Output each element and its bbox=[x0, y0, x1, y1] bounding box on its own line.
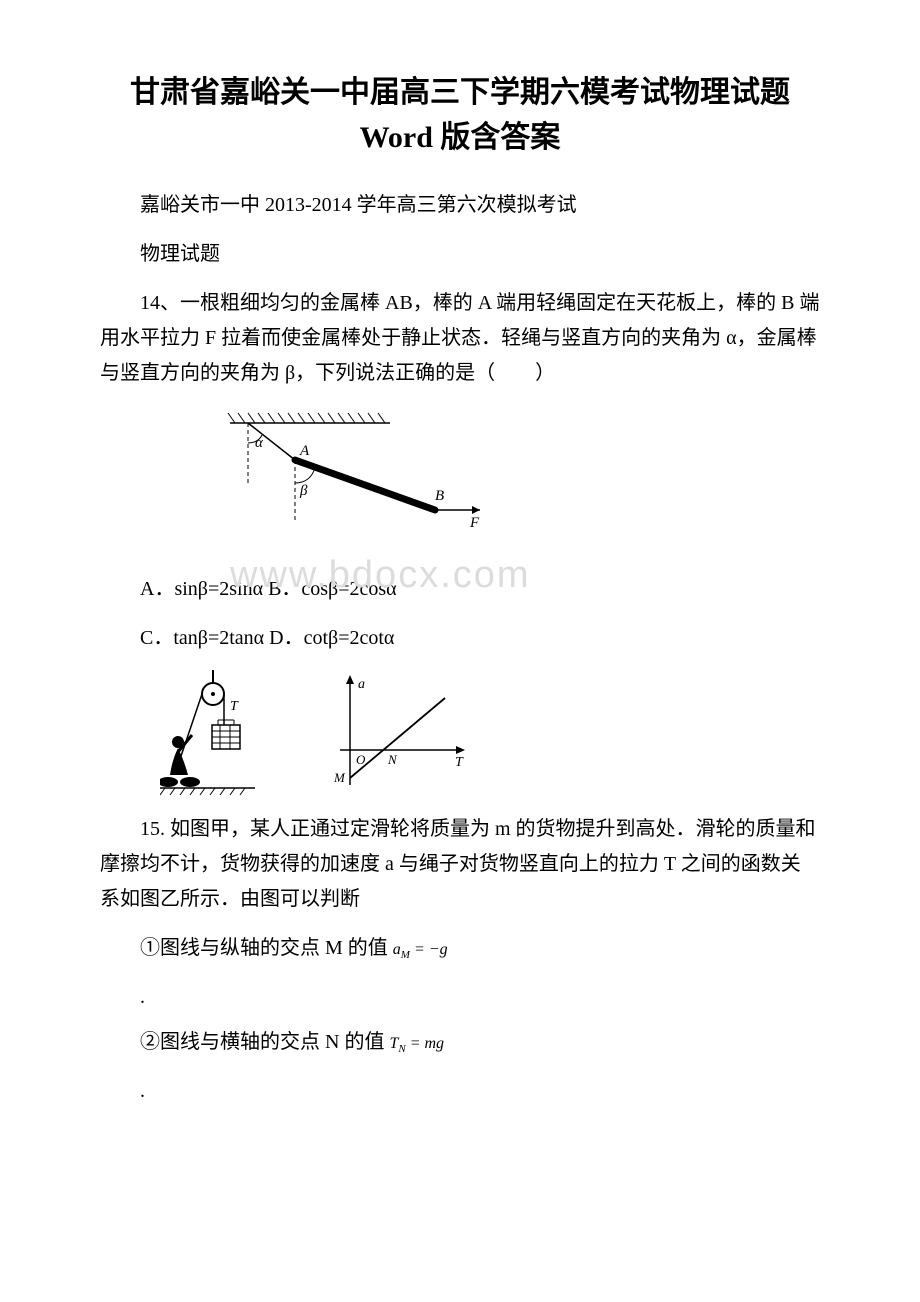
point-a-label: A bbox=[299, 443, 310, 459]
force-f-label: F bbox=[469, 515, 480, 531]
t-axis-label: T bbox=[455, 755, 464, 770]
o-label: O bbox=[356, 752, 366, 767]
a-axis-label: a bbox=[358, 677, 365, 692]
person-icon bbox=[160, 735, 200, 787]
q15-item1-prefix: ①图线与纵轴的交点 M 的值 bbox=[140, 937, 388, 959]
q14-diagram: α A β B F bbox=[200, 405, 820, 560]
q15-item2: ②图线与横轴的交点 N 的值 TN = mg bbox=[100, 1025, 820, 1060]
alpha-label: α bbox=[255, 435, 264, 451]
q15-item1-formula: aM = −g bbox=[393, 941, 448, 958]
q15-item2-formula: TN = mg bbox=[389, 1035, 444, 1052]
beta-arc bbox=[295, 468, 315, 483]
m-label: M bbox=[333, 770, 346, 785]
q14-option-b: B．cosβ=2cosα bbox=[268, 578, 397, 600]
q14-option-a: A．sinβ=2sinα bbox=[140, 578, 263, 600]
page-title: 甘肃省嘉峪关一中届高三下学期六模考试物理试题 Word 版含答案 bbox=[100, 70, 820, 160]
q15-item1: ①图线与纵轴的交点 M 的值 aM = −g bbox=[100, 931, 820, 966]
q14-stem: 14、一根粗细均匀的金属棒 AB，棒的 A 端用轻绳固定在天花板上，棒的 B 端… bbox=[100, 286, 820, 391]
ceiling-hatch bbox=[228, 413, 390, 423]
q15-graph: a T O N M bbox=[310, 670, 470, 800]
subtitle: 嘉峪关市一中 2013-2014 学年高三第六次模拟考试 bbox=[100, 188, 820, 223]
rod-ab bbox=[295, 460, 435, 510]
q15-pulley-diagram: T bbox=[160, 670, 270, 800]
q14-options-row2: C．tanβ=2tanα D．cotβ=2cotα bbox=[100, 621, 820, 656]
dot-1: . bbox=[140, 980, 820, 1015]
beta-label: β bbox=[299, 483, 308, 499]
q15-item2-prefix: ②图线与横轴的交点 N 的值 bbox=[140, 1031, 384, 1053]
q15-stem: 15. 如图甲，某人正通过定滑轮将质量为 m 的货物提升到高处．滑轮的质量和摩擦… bbox=[100, 812, 820, 917]
force-f-arrow bbox=[472, 506, 480, 514]
q14-option-d: D．cotβ=2cotα bbox=[269, 627, 394, 649]
subject-label: 物理试题 bbox=[100, 237, 820, 272]
t-label: T bbox=[230, 699, 239, 714]
q15-diagrams: T bbox=[160, 670, 820, 800]
q14-option-c: C．tanβ=2tanα bbox=[140, 627, 264, 649]
n-label: N bbox=[387, 752, 398, 767]
q14-options-row1: A．sinβ=2sinα B．cosβ=2cosα bbox=[100, 572, 820, 607]
dot-2: . bbox=[140, 1074, 820, 1109]
point-b-label: B bbox=[435, 488, 444, 504]
